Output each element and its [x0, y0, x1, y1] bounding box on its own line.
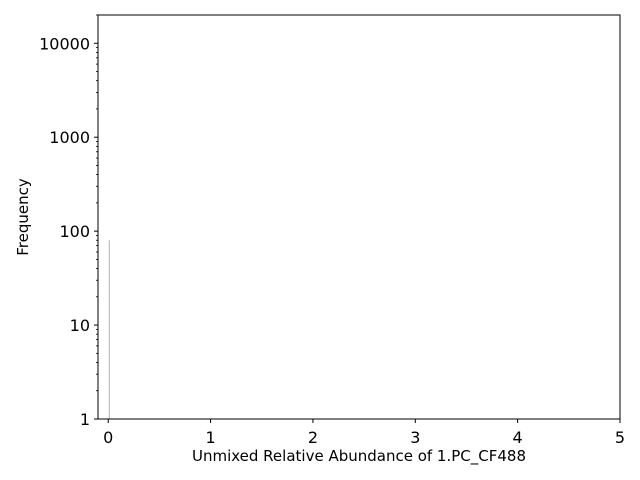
- x-axis-label: Unmixed Relative Abundance of 1.PC_CF488: [192, 447, 526, 466]
- y-axis-ticks: 1 10 100 1000 10000: [39, 34, 98, 429]
- x-tick-label: 2: [308, 428, 318, 447]
- y-tick-label: 1: [80, 410, 90, 429]
- y-axis-label: Frequency: [14, 178, 32, 256]
- x-tick-label: 0: [103, 428, 113, 447]
- y-tick-label: 10000: [39, 34, 90, 53]
- x-tick-label: 3: [410, 428, 420, 447]
- y-tick-label: 1000: [49, 128, 90, 147]
- y-tick-label: 100: [59, 222, 90, 241]
- x-tick-label: 5: [615, 428, 625, 447]
- x-tick-label: 1: [205, 428, 215, 447]
- y-tick-label: 10: [70, 316, 90, 335]
- plot-frame: [98, 15, 620, 419]
- x-tick-label: 4: [513, 428, 523, 447]
- x-axis-ticks: 0 1 2 3 4 5: [103, 419, 625, 447]
